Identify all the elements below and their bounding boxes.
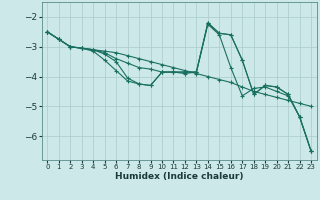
X-axis label: Humidex (Indice chaleur): Humidex (Indice chaleur) [115, 172, 244, 181]
